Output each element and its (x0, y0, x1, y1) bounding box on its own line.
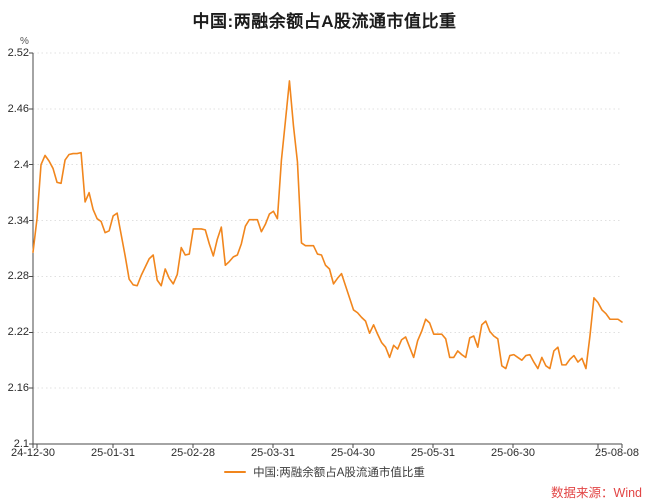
data-source-label: 数据来源：Wind (551, 486, 642, 500)
series-line (32, 80, 623, 370)
legend: 中国:两融余额占A股流通市值比重 (0, 464, 649, 480)
chart-title: 中国:两融余额占A股流通市值比重 (192, 12, 457, 31)
y-axis-tick-label: 2.16 (7, 382, 29, 395)
x-axis-tick-label: 25-05-31 (410, 447, 456, 459)
legend-series-label: 中国:两融余额占A股流通市值比重 (253, 467, 425, 479)
y-axis-tick-label: 2.52 (7, 47, 29, 59)
x-axis-tick-label: 25-06-30 (490, 447, 536, 459)
x-axis-tick-label: 25-04-30 (330, 447, 376, 459)
x-axis-tick-label: 24-12-30 (10, 447, 56, 459)
y-axis-tick-label: 2.22 (7, 326, 29, 339)
y-axis-tick-label: 2.1 (13, 438, 29, 450)
y-axis-tick-label: 2.4 (13, 158, 29, 171)
y-axis-tick-label: 2.28 (7, 270, 29, 283)
x-axis-tick-label: 25-01-31 (90, 447, 136, 459)
x-axis-tick-label: 25-03-31 (250, 447, 296, 459)
legend-line-swatch (224, 471, 247, 473)
y-axis-tick-label: 2.34 (7, 214, 29, 227)
y-axis-unit-label: % (20, 36, 29, 47)
x-axis-tick-label: 25-02-28 (170, 447, 216, 459)
y-axis-tick-label: 2.46 (7, 102, 29, 115)
x-axis-tick-label: 25-08-08 (594, 447, 640, 459)
